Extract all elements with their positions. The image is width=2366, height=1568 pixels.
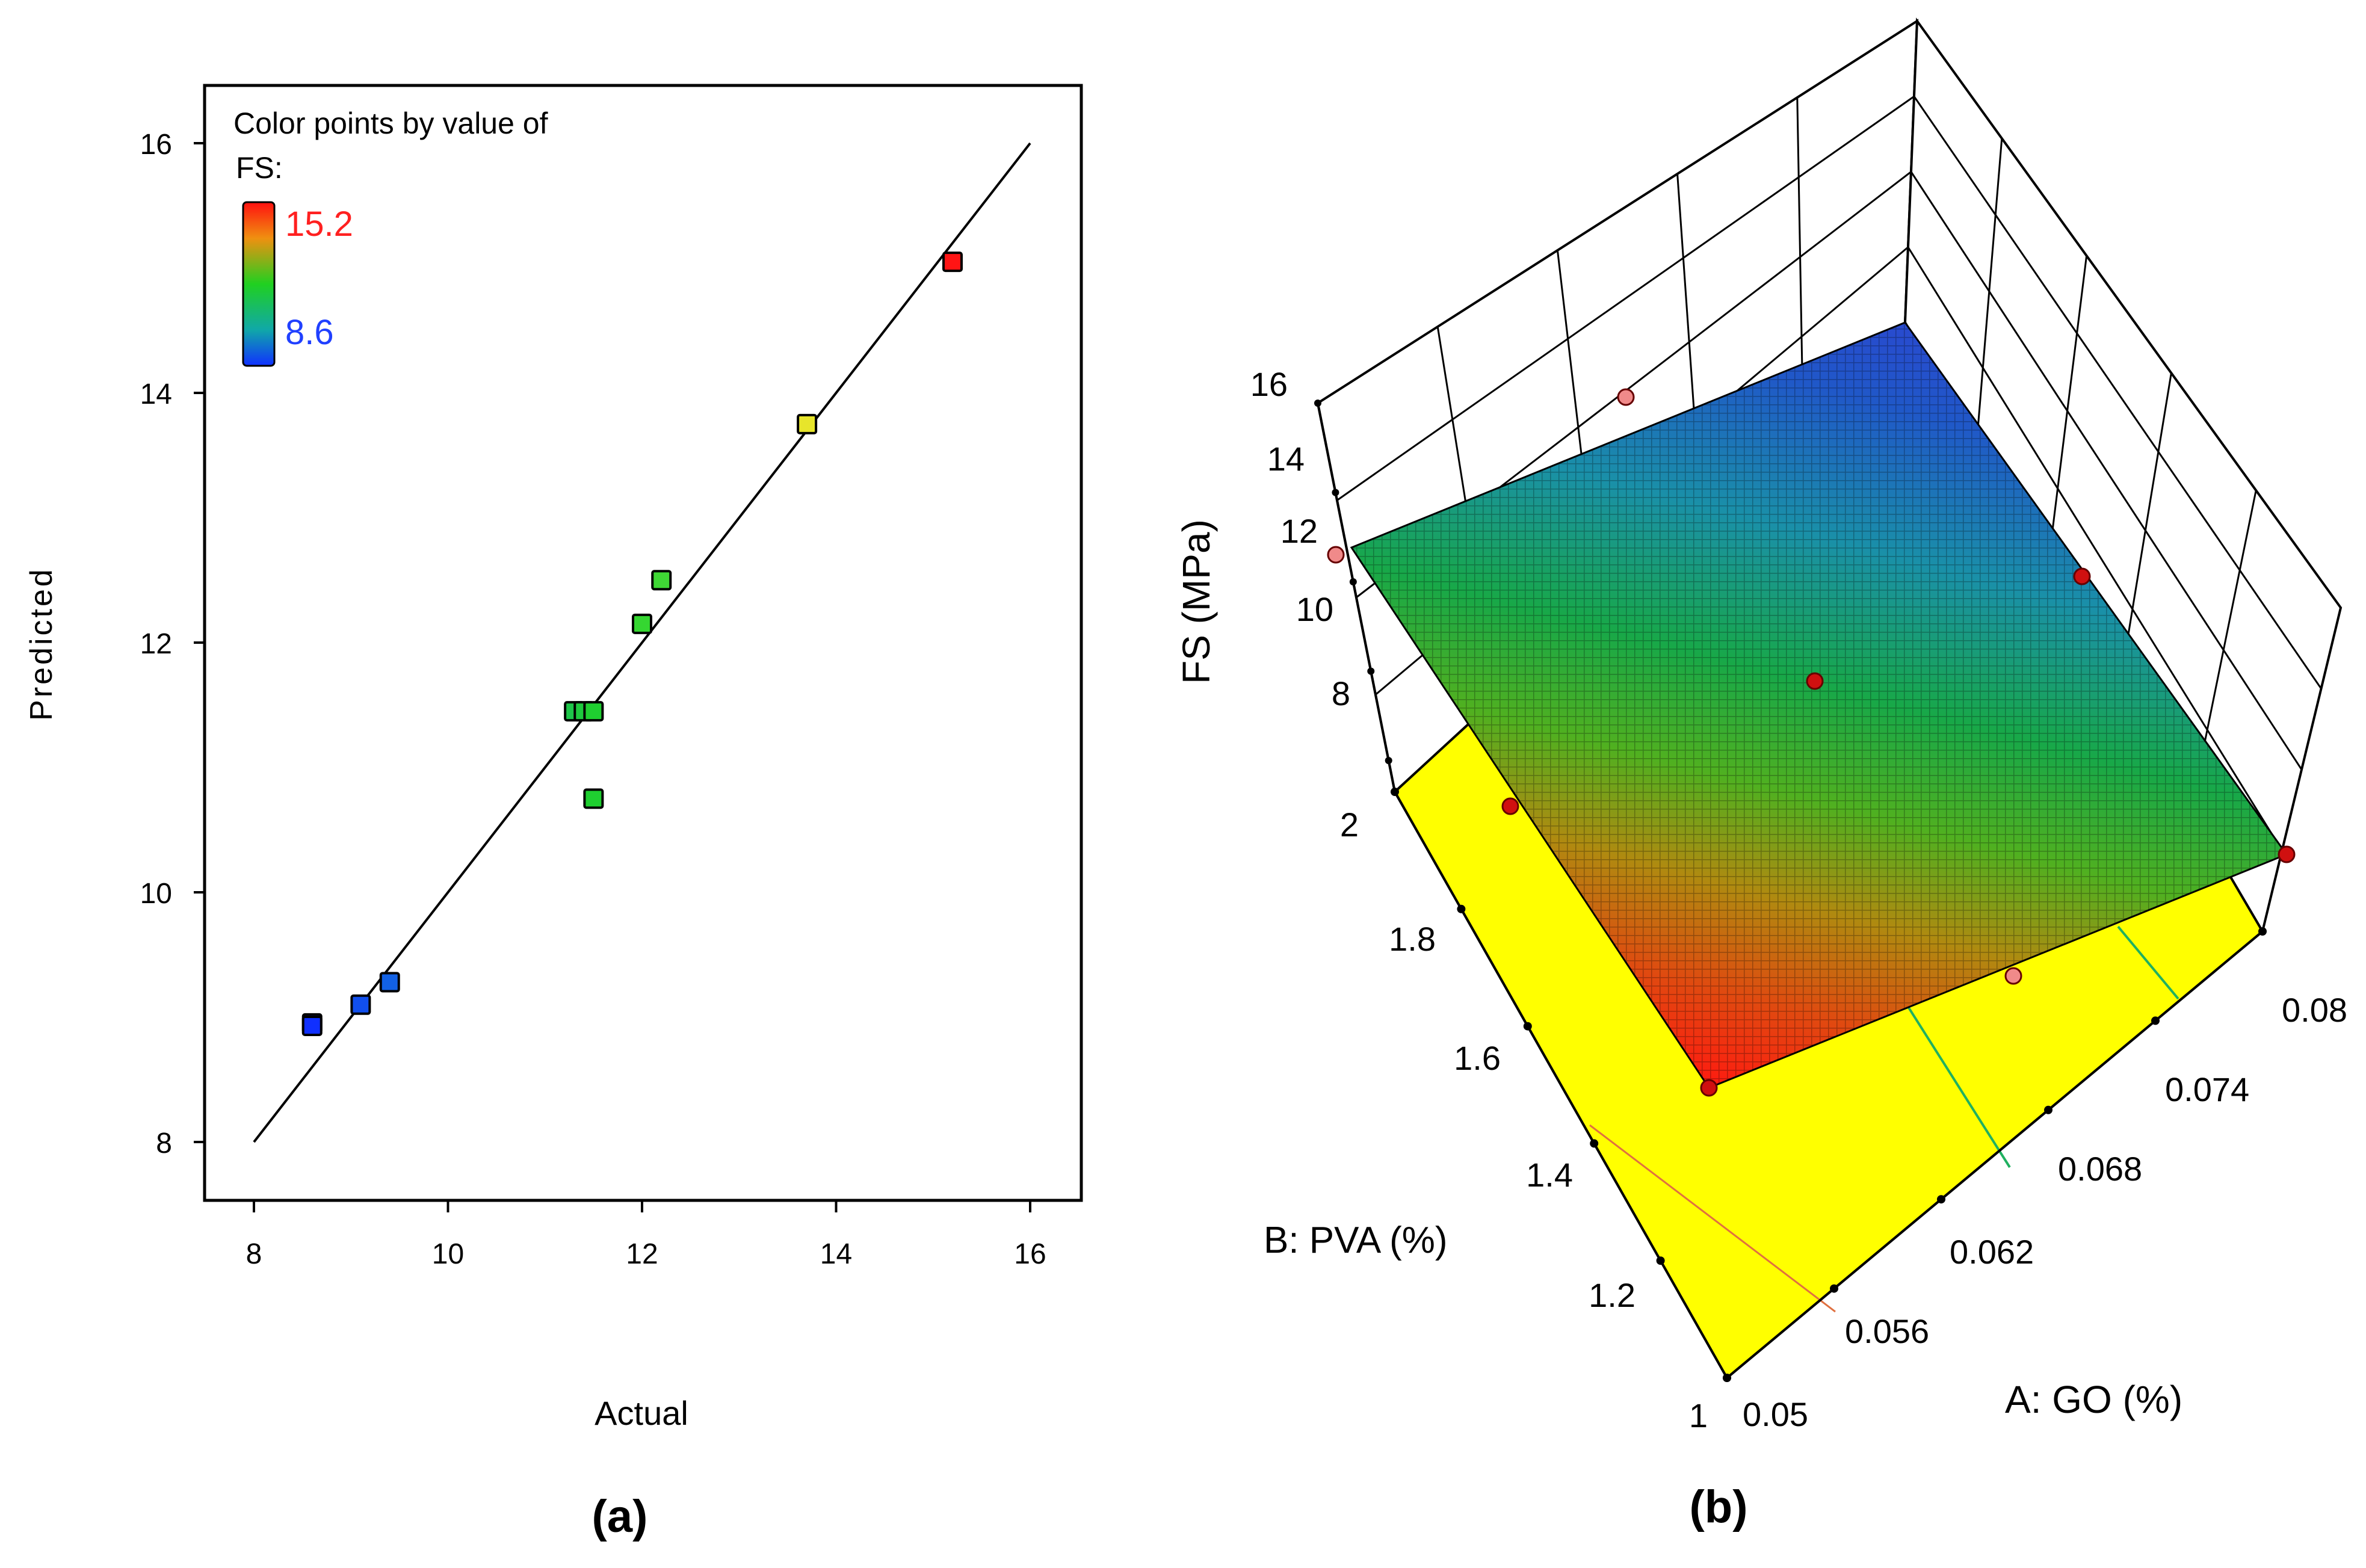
design-point [2004, 967, 2022, 985]
y-tick-label: 10 [140, 878, 172, 910]
x-tick-label: 14 [820, 1238, 852, 1270]
go-tick-label: 0.056 [1845, 1312, 1929, 1350]
parity-plot-panel: 8 10 12 14 16 8 10 12 14 16 Predicted Actual Col… [24, 84, 1083, 1542]
legend-max-value: 15.2 [285, 205, 353, 244]
go-tick-mark [1937, 1195, 1945, 1204]
pva-tick-mark [1523, 1022, 1532, 1031]
y-axis-ticks: 8 10 12 14 16 [140, 129, 206, 1159]
z-tick-mark [1314, 400, 1321, 407]
z-axis-line [1317, 403, 1396, 792]
z-tick-mark [1367, 667, 1375, 675]
x-axis-label: Actual [595, 1394, 688, 1432]
floor-contour-green-2 [2117, 925, 2179, 1000]
wall-gridline [1907, 246, 2283, 851]
wall-gridline [1913, 96, 2322, 690]
legend-colorbar [242, 201, 276, 367]
y-tick-label: 8 [156, 1128, 172, 1159]
z-tick-label: 14 [1267, 440, 1305, 478]
legend-min-value: 8.6 [285, 313, 334, 352]
pva-tick-mark [1723, 1374, 1731, 1382]
pva-tick-label: 1.2 [1589, 1276, 1636, 1314]
pva-tick-label: 1.6 [1454, 1039, 1501, 1077]
data-points [301, 252, 963, 1037]
y-tick-label: 12 [140, 628, 172, 660]
z-tick-label: 8 [1332, 674, 1350, 712]
data-point [583, 788, 604, 809]
design-point [1700, 1079, 1718, 1097]
design-point [2278, 845, 2296, 863]
data-point [942, 252, 963, 273]
go-axis-line [1726, 930, 2264, 1379]
floor-contour-green [1894, 986, 2011, 1168]
data-point [797, 413, 818, 434]
z-tick-mark [1349, 578, 1357, 586]
x-tick-label: 8 [246, 1238, 262, 1270]
design-point [1806, 672, 1824, 690]
go-tick-label: 0.068 [2058, 1150, 2142, 1188]
pva-tick-label: 2 [1340, 806, 1359, 844]
z-tick-label: 10 [1296, 590, 1333, 628]
z-tick-label: 16 [1250, 365, 1288, 403]
legend-title-fs: FS: [236, 151, 283, 185]
axis-tick-marks [1314, 400, 2267, 1382]
z-tick-label: 12 [1280, 512, 1318, 550]
caption-a: (a) [592, 1491, 648, 1542]
pva-axis-ticks: 2 1.8 1.6 1.4 1.2 1 [1340, 806, 1708, 1434]
go-axis-ticks: 0.05 0.056 0.062 0.068 0.074 0.08 [1743, 991, 2347, 1433]
design-point [1327, 546, 1345, 564]
design-point [2073, 567, 2091, 585]
z-tick-mark [1332, 489, 1339, 496]
pva-tick-label: 1 [1689, 1397, 1708, 1434]
go-tick-label: 0.05 [1743, 1395, 1808, 1433]
pva-tick-mark [1391, 788, 1399, 796]
z-axis-label: FS (MPa) [1175, 519, 1218, 684]
y-tick-label: 16 [140, 129, 172, 161]
design-point [1501, 797, 1519, 815]
data-point [583, 701, 604, 722]
y-tick-label: 14 [140, 378, 172, 410]
fit-line [253, 142, 1031, 1143]
pva-axis-label: B: PVA (%) [1264, 1220, 1448, 1261]
response-surface-panel: 16 14 12 10 8 FS (MPa) 2 1.8 1.6 1.4 1.2… [1175, 17, 2347, 1533]
go-tick-mark [2044, 1105, 2052, 1114]
color-legend: Color points by value of FS: 15.2 8.6 [233, 106, 548, 367]
pva-tick-mark [1457, 904, 1466, 913]
x-tick-label: 16 [1014, 1238, 1046, 1270]
data-point [651, 570, 672, 591]
data-point [632, 613, 652, 634]
design-points [1327, 388, 2296, 1097]
x-tick-label: 10 [432, 1238, 464, 1270]
pva-tick-mark [1590, 1139, 1599, 1148]
legend-title: Color points by value of [233, 106, 548, 140]
wall-gridline [1336, 96, 1915, 501]
go-tick-mark [2258, 927, 2267, 936]
x-axis-ticks: 8 10 12 14 16 [246, 1200, 1046, 1270]
pva-tick-label: 1.4 [1526, 1156, 1573, 1194]
data-point [350, 994, 371, 1015]
pva-tick-label: 1.8 [1389, 920, 1436, 958]
go-tick-label: 0.08 [2282, 991, 2347, 1029]
caption-b: (b) [1689, 1481, 1747, 1533]
z-tick-mark [1385, 757, 1392, 765]
data-point [379, 972, 400, 993]
go-tick-label: 0.062 [1950, 1233, 2034, 1271]
go-tick-mark [1830, 1284, 1838, 1293]
go-tick-mark [2151, 1016, 2160, 1025]
wall-gridline [1910, 171, 2303, 770]
data-point [301, 1016, 323, 1037]
surface-mesh [1351, 323, 2287, 1088]
pva-axis-line [1394, 791, 1728, 1378]
x-tick-label: 12 [626, 1238, 658, 1270]
go-tick-label: 0.074 [2165, 1070, 2249, 1108]
y-axis-label: Predicted [24, 567, 59, 721]
floor-contour-red [1589, 1124, 1836, 1313]
pva-tick-mark [1656, 1256, 1665, 1265]
z-axis-ticks: 16 14 12 10 8 [1250, 365, 1350, 712]
design-point [1617, 388, 1635, 406]
go-axis-label: A: GO (%) [2005, 1378, 2182, 1421]
